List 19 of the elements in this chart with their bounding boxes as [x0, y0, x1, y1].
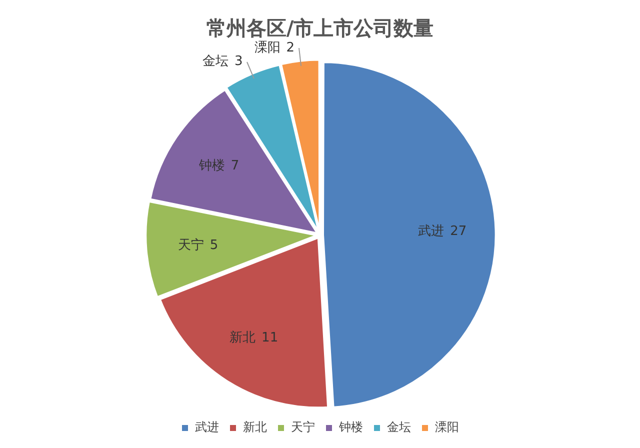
legend-label: 金坛	[387, 420, 411, 434]
slice-label: 溧阳	[254, 40, 280, 56]
slice-label: 新北	[230, 330, 256, 346]
data-label: 2	[286, 40, 295, 56]
data-label: 27	[450, 224, 467, 239]
chart-title: 常州各区/市上市公司数量	[206, 16, 434, 40]
slice-label: 钟楼	[198, 158, 225, 174]
data-label: 5	[210, 238, 218, 253]
legend-label: 新北	[243, 420, 267, 434]
legend-label: 天宁	[291, 420, 315, 434]
data-label: 7	[230, 158, 240, 174]
legend-label: 武进	[195, 420, 219, 434]
slice-label: 天宁	[178, 236, 204, 253]
slice-label: 金坛	[202, 54, 229, 70]
legend-label: 溧阳	[435, 420, 459, 434]
legend-label: 钟楼	[338, 420, 363, 434]
slice-label: 武进	[418, 224, 444, 239]
data-label: 11	[262, 330, 278, 346]
data-label: 3	[234, 54, 243, 70]
